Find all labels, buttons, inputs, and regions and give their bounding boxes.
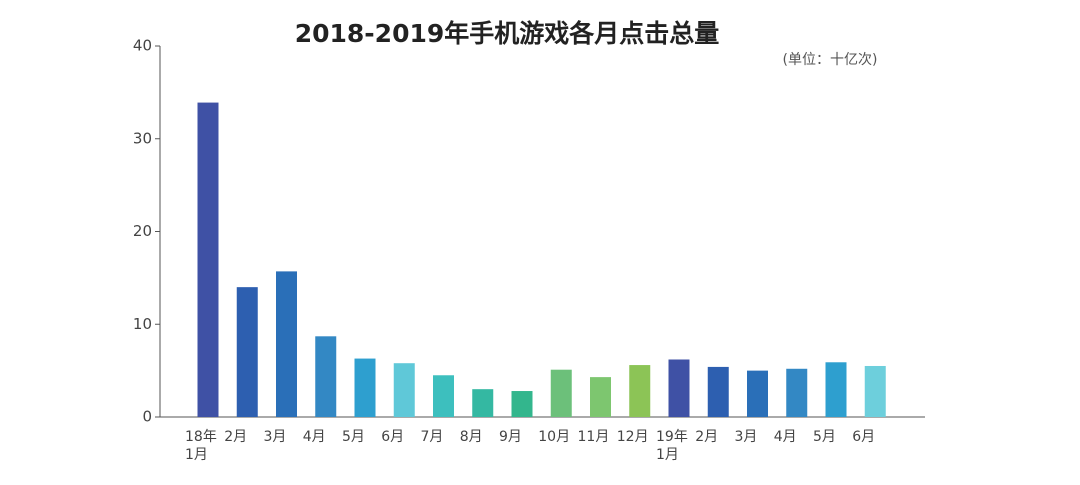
x-tick-label: 12月 xyxy=(616,429,649,445)
x-tick-label: 2月 xyxy=(695,429,719,445)
x-tick-label: 9月 xyxy=(499,429,522,445)
bar xyxy=(472,389,494,417)
y-tick-label: 10 xyxy=(133,315,152,333)
x-tick-label: 8月 xyxy=(459,429,483,445)
x-tick-label: 11月 xyxy=(577,429,610,445)
y-tick-label: 0 xyxy=(142,408,152,426)
bar xyxy=(511,391,533,417)
bar xyxy=(315,336,337,417)
x-tick-label: 2月 xyxy=(224,429,248,445)
x-tick-label: 18年 1月 xyxy=(185,429,217,463)
bar xyxy=(786,368,808,417)
y-tick-label: 20 xyxy=(133,222,152,240)
bar xyxy=(668,359,690,417)
x-tick-label: 10月 xyxy=(538,429,571,445)
x-tick-label: 5月 xyxy=(813,429,836,445)
bar xyxy=(747,370,768,417)
x-tick-label: 4月 xyxy=(773,429,797,445)
bar xyxy=(825,362,847,417)
y-tick-label: 40 xyxy=(133,37,152,55)
unit-note: (单位：十亿次) xyxy=(783,52,878,68)
bar xyxy=(550,369,572,417)
bar xyxy=(354,358,376,417)
x-tick-label: 3月 xyxy=(734,429,758,445)
y-tick-label: 30 xyxy=(133,129,152,147)
x-tick-label: 4月 xyxy=(302,429,326,445)
bar xyxy=(590,377,611,417)
bar xyxy=(197,102,219,417)
bar xyxy=(236,287,258,417)
x-tick-label: 6月 xyxy=(381,429,405,445)
x-tick-label: 6月 xyxy=(852,429,876,445)
x-tick-label: 7月 xyxy=(420,429,444,445)
x-tick-label: 5月 xyxy=(342,429,365,445)
bar xyxy=(629,365,651,417)
bar xyxy=(393,363,415,417)
bar xyxy=(864,365,886,417)
chart-title: 2018-2019年手机游戏各月点击总量 xyxy=(295,19,720,48)
bar xyxy=(707,366,729,417)
x-tick-label: 19年 1月 xyxy=(656,429,688,463)
x-tick-label: 3月 xyxy=(263,429,287,445)
bar xyxy=(276,271,297,417)
bar xyxy=(433,375,454,417)
